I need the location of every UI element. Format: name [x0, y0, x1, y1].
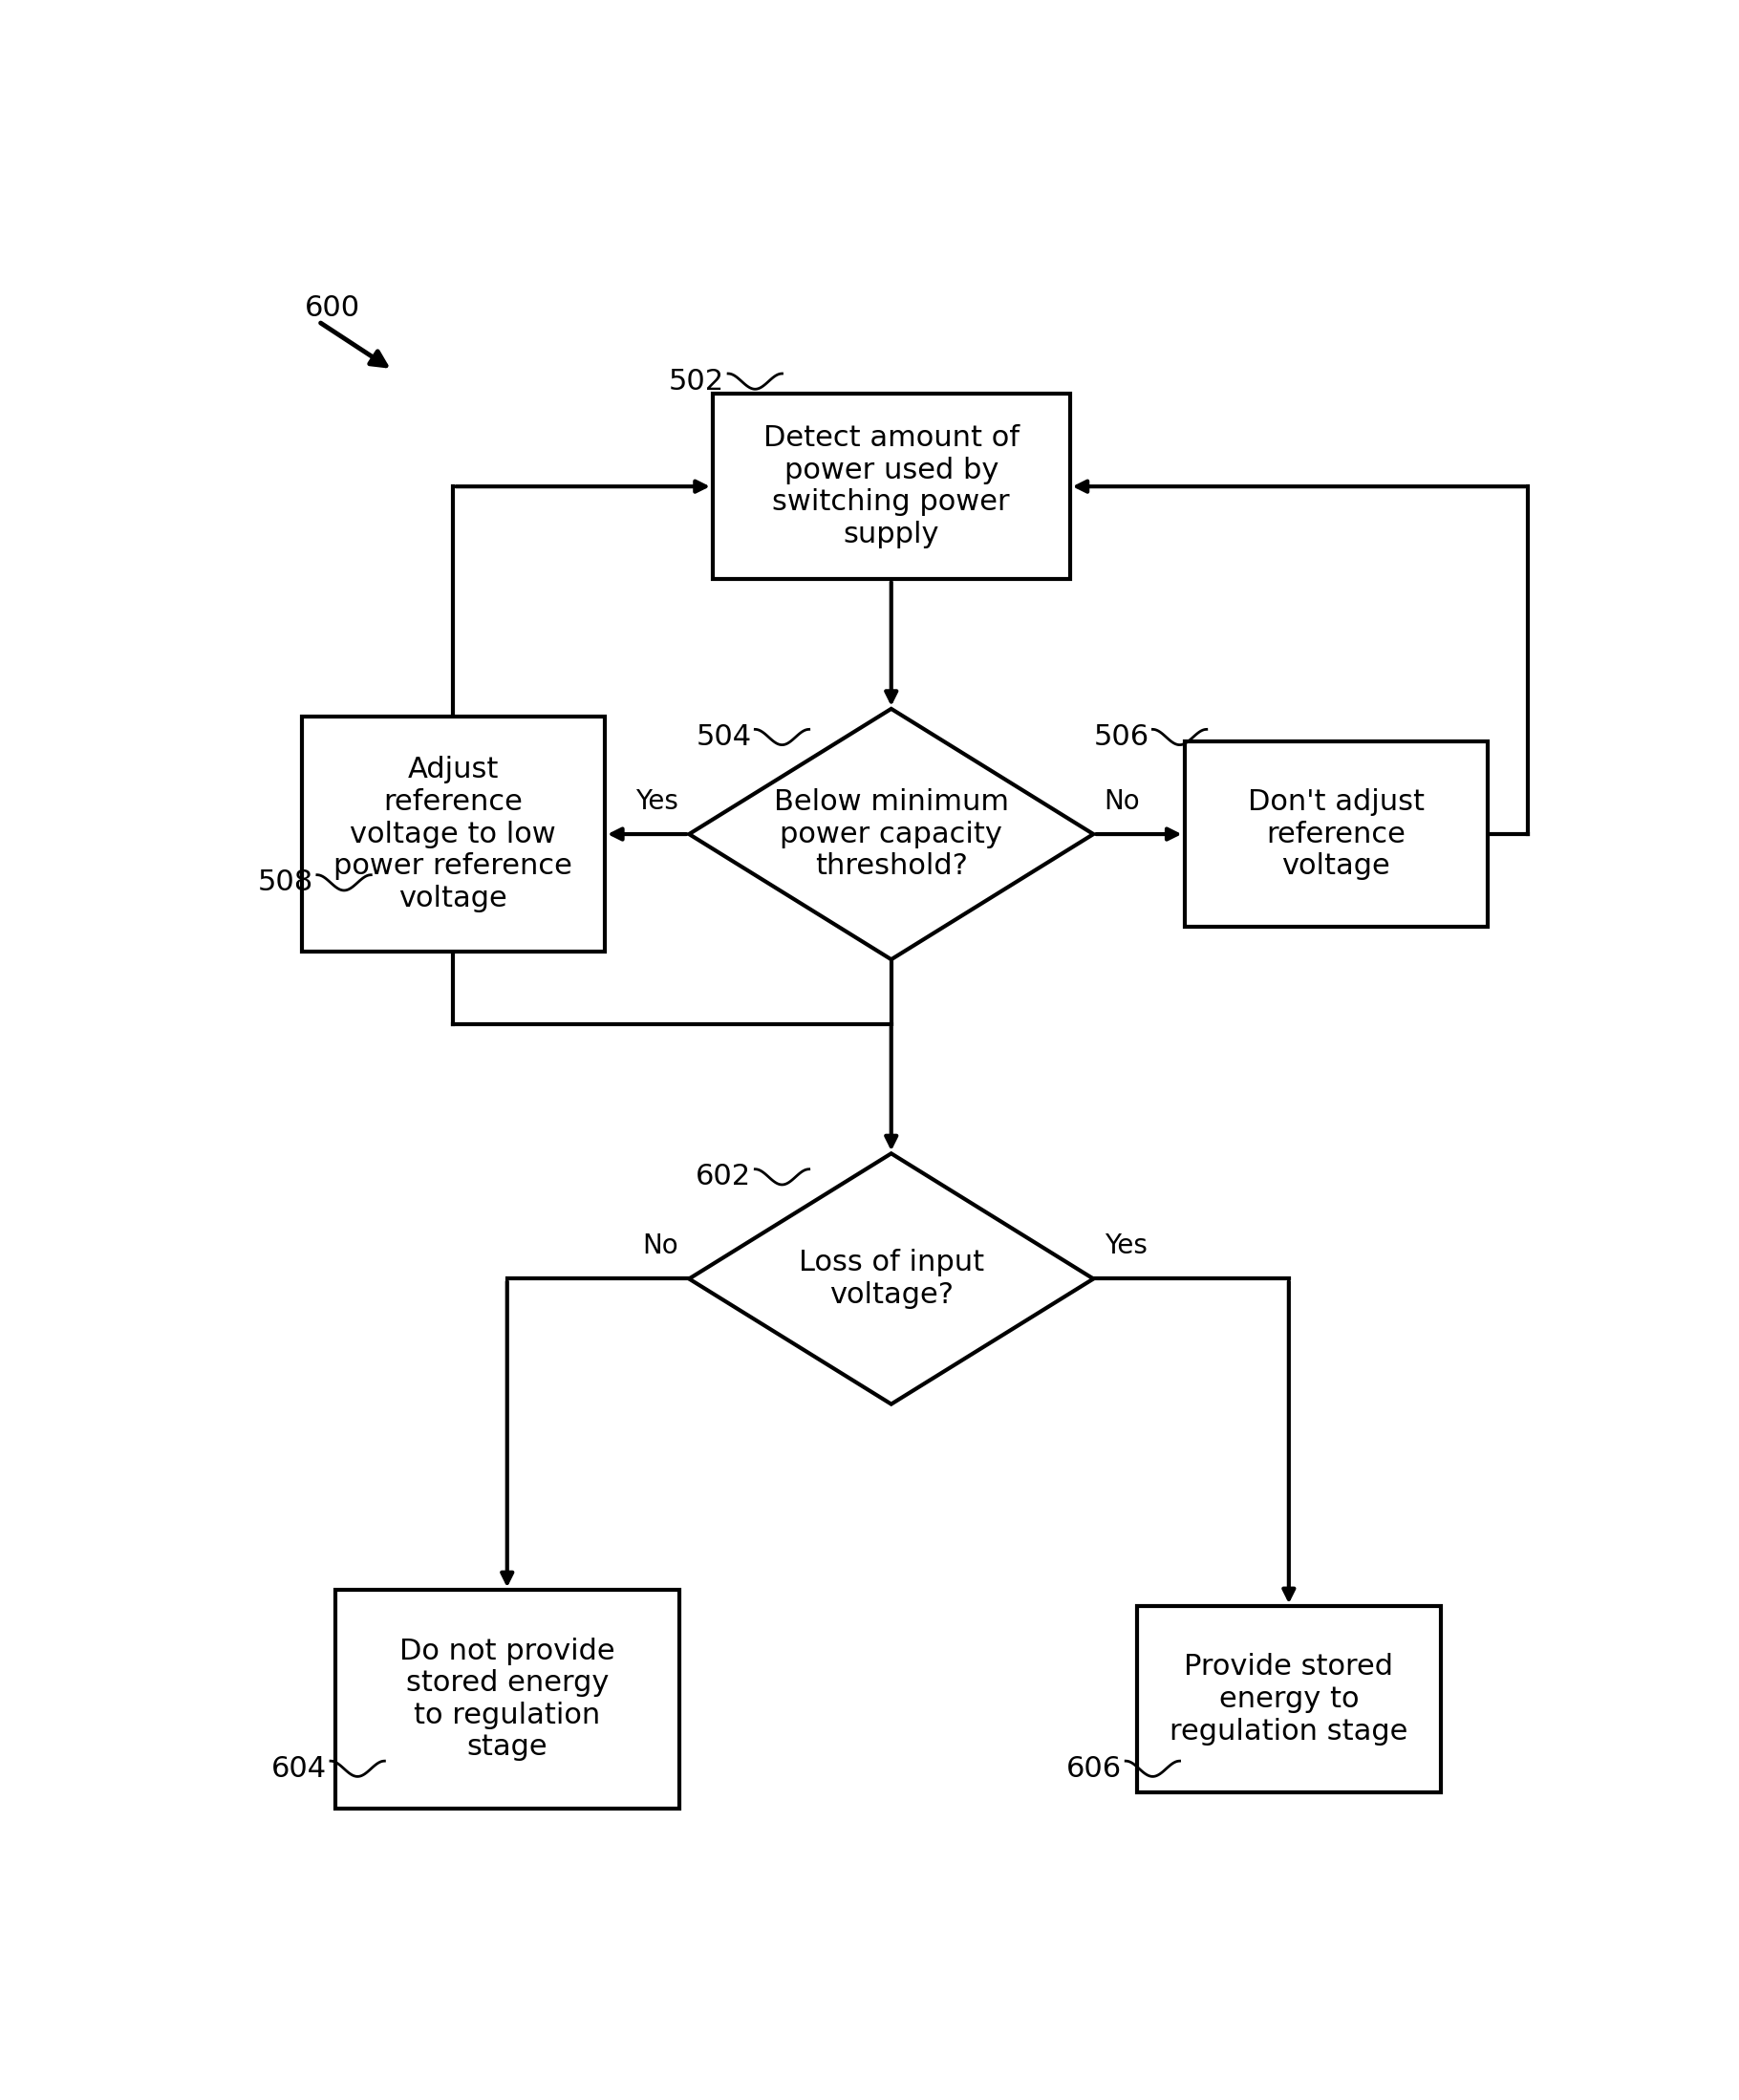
Text: Do not provide
stored energy
to regulation
stage: Do not provide stored energy to regulati…: [400, 1638, 616, 1762]
Text: 606: 606: [1066, 1756, 1122, 1783]
FancyBboxPatch shape: [301, 716, 605, 951]
Text: Yes: Yes: [1104, 1233, 1148, 1260]
FancyBboxPatch shape: [713, 393, 1069, 580]
Text: 604: 604: [271, 1756, 327, 1783]
Text: 600: 600: [304, 294, 360, 323]
Text: 508: 508: [257, 869, 313, 897]
Text: Below minimum
power capacity
threshold?: Below minimum power capacity threshold?: [774, 788, 1009, 880]
Text: Adjust
reference
voltage to low
power reference
voltage: Adjust reference voltage to low power re…: [334, 756, 572, 911]
Text: Yes: Yes: [635, 788, 678, 815]
Text: No: No: [1104, 788, 1141, 815]
Text: No: No: [642, 1233, 678, 1260]
Text: Loss of input
voltage?: Loss of input voltage?: [798, 1250, 984, 1308]
Text: Don't adjust
reference
voltage: Don't adjust reference voltage: [1247, 788, 1424, 880]
Text: Provide stored
energy to
regulation stage: Provide stored energy to regulation stag…: [1170, 1653, 1409, 1745]
Text: Detect amount of
power used by
switching power
supply: Detect amount of power used by switching…: [763, 424, 1019, 548]
Text: 502: 502: [670, 368, 725, 395]
Polygon shape: [689, 1153, 1094, 1405]
FancyBboxPatch shape: [336, 1590, 678, 1808]
FancyBboxPatch shape: [1137, 1606, 1440, 1791]
Text: 506: 506: [1094, 722, 1149, 752]
Text: 602: 602: [696, 1163, 751, 1191]
Text: 504: 504: [696, 722, 751, 752]
Polygon shape: [689, 710, 1094, 960]
FancyBboxPatch shape: [1184, 741, 1487, 926]
